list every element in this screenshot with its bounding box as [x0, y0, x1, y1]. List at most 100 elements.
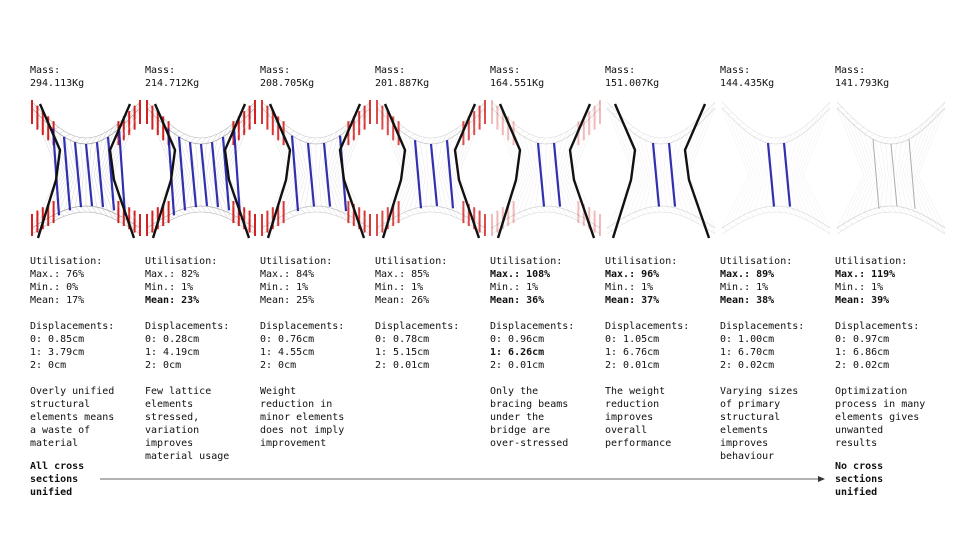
- utilisation-label: Utilisation:: [835, 256, 908, 267]
- member: [923, 118, 930, 130]
- member: [305, 135, 311, 138]
- member: [441, 174, 453, 211]
- description-line: Optimization: [835, 386, 908, 397]
- member: [743, 122, 750, 128]
- member: [75, 211, 81, 214]
- member: [107, 127, 114, 138]
- member: [721, 107, 728, 114]
- member: [552, 142, 562, 207]
- utilisation-value: Min.: 1%: [490, 282, 539, 293]
- member: [206, 211, 212, 214]
- member: [748, 127, 755, 132]
- structure-render: [376, 100, 486, 239]
- member: [551, 141, 557, 144]
- member: [693, 214, 700, 225]
- member: [687, 212, 694, 216]
- member: [403, 209, 410, 213]
- member: [791, 208, 798, 217]
- member: [906, 129, 924, 176]
- spacer: [145, 307, 257, 320]
- member: [299, 136, 306, 141]
- member: [436, 141, 442, 144]
- member: [906, 208, 913, 217]
- member: [748, 130, 755, 134]
- member: [294, 137, 306, 176]
- member: [939, 101, 946, 108]
- member: [534, 174, 541, 208]
- member: [409, 210, 415, 215]
- member: [288, 215, 295, 219]
- member: [786, 137, 798, 176]
- member: [91, 211, 97, 214]
- member: [214, 133, 229, 176]
- member: [102, 214, 108, 217]
- member: [403, 133, 410, 138]
- member: [332, 214, 338, 217]
- member: [551, 135, 557, 138]
- member: [650, 135, 656, 138]
- member: [901, 206, 908, 209]
- member: [687, 218, 694, 222]
- member: [96, 206, 103, 215]
- member: [524, 137, 536, 176]
- bracing: [266, 103, 292, 239]
- member: [896, 174, 903, 208]
- footer-line: All cross: [30, 461, 85, 472]
- member: [409, 208, 415, 211]
- member: [540, 206, 547, 213]
- bracing: [381, 103, 407, 239]
- member: [649, 174, 656, 208]
- member: [901, 133, 908, 143]
- member: [802, 128, 809, 134]
- member: [791, 130, 798, 141]
- member: [438, 174, 448, 209]
- member: [781, 174, 788, 208]
- utilisation-value: Min.: 1%: [260, 282, 309, 293]
- member: [227, 107, 256, 176]
- member: [409, 130, 415, 135]
- member: [222, 127, 229, 132]
- member: [709, 101, 716, 114]
- footer-line: unified: [835, 487, 878, 498]
- member: [754, 137, 766, 176]
- member: [507, 174, 528, 219]
- member: [671, 206, 678, 209]
- member: [283, 174, 301, 216]
- member: [644, 139, 651, 143]
- member: [58, 215, 65, 219]
- member: [797, 209, 804, 213]
- member: [863, 133, 870, 138]
- member: [430, 205, 437, 213]
- member: [107, 133, 114, 138]
- member: [272, 119, 295, 176]
- member: [529, 136, 536, 141]
- member: [676, 130, 683, 141]
- member: [420, 141, 426, 144]
- member: [907, 136, 913, 141]
- member: [872, 139, 880, 209]
- member: [594, 230, 601, 235]
- member: [294, 174, 306, 211]
- member: [288, 133, 295, 138]
- member: [502, 119, 525, 176]
- displacement-value: 1: 6.86cm: [835, 347, 890, 358]
- displacement-value: 0: 0.28cm: [145, 334, 200, 345]
- member: [781, 142, 788, 176]
- member: [306, 142, 316, 207]
- member: [326, 206, 333, 209]
- member: [441, 133, 448, 137]
- member: [896, 142, 903, 176]
- footer-line: unified: [30, 487, 73, 498]
- member: [874, 208, 881, 214]
- description-line: over-stressed: [490, 438, 569, 449]
- member: [885, 143, 889, 176]
- arrow-head: [818, 476, 825, 482]
- member: [687, 174, 716, 229]
- member: [305, 206, 311, 213]
- member: [693, 214, 699, 219]
- member: [452, 133, 459, 138]
- member: [802, 212, 809, 222]
- member: [912, 210, 919, 219]
- member: [628, 127, 635, 130]
- member: [907, 130, 913, 135]
